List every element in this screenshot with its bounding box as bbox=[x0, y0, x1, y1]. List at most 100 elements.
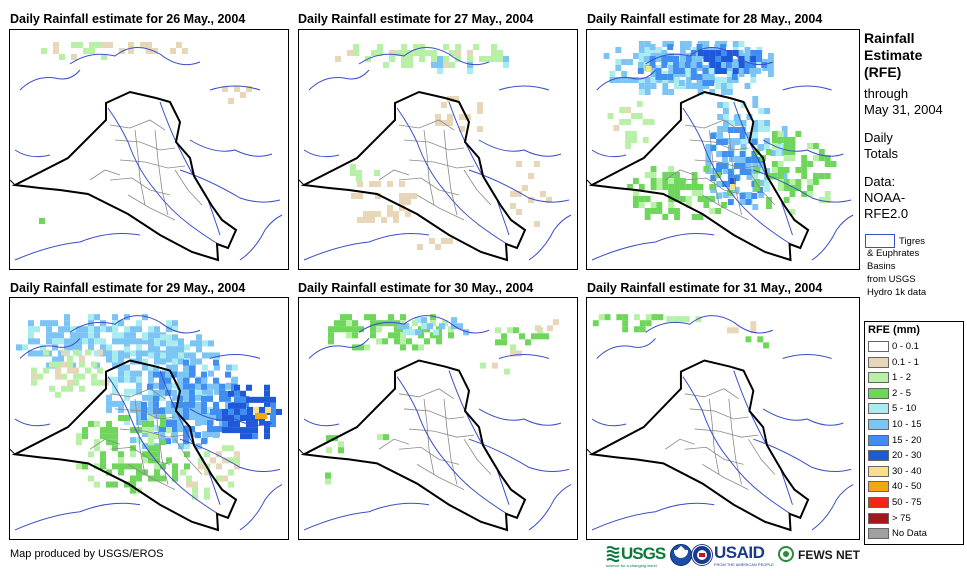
country-border bbox=[11, 90, 238, 262]
map-svg-26 bbox=[10, 42, 283, 262]
basin-rivers bbox=[591, 47, 854, 261]
basin-line-4: from USGS bbox=[867, 274, 916, 285]
panel-title-26: Daily Rainfall estimate for 26 May., 200… bbox=[10, 12, 246, 26]
map-panel-29 bbox=[9, 297, 289, 540]
rfe-legend: RFE (mm) 0 - 0.1 0.1 - 1 1 - 2 2 - 5 5 - 10 1… bbox=[864, 321, 964, 545]
panel-title-27: Daily Rainfall estimate for 27 May., 200… bbox=[298, 12, 534, 26]
fewsnet-globe-icon bbox=[778, 546, 794, 562]
map-panel-31 bbox=[586, 297, 860, 540]
side-data-line-2: NOAA- bbox=[864, 190, 906, 205]
map-svg-29 bbox=[10, 314, 283, 532]
neighbor-border bbox=[587, 179, 593, 186]
side-through-line-1: through bbox=[864, 86, 909, 101]
legend-label: 40 - 50 bbox=[892, 481, 922, 493]
legend-item: 1 - 2 bbox=[868, 372, 911, 383]
side-totals: Daily Totals bbox=[864, 130, 898, 162]
map-panel-28 bbox=[586, 29, 860, 270]
legend-swatch bbox=[868, 372, 889, 384]
legend-label: 1 - 2 bbox=[892, 372, 912, 384]
neighbor-border bbox=[299, 448, 305, 455]
legend-item: 0 - 0.1 bbox=[868, 341, 919, 352]
side-through-line-2: May 31, 2004 bbox=[864, 102, 943, 117]
legend-label: 10 - 15 bbox=[892, 419, 922, 431]
basin-rivers bbox=[303, 47, 572, 261]
legend-title: RFE (mm) bbox=[868, 324, 920, 336]
usaid-tagline: FROM THE AMERICAN PEOPLE bbox=[714, 562, 774, 567]
basin-rivers bbox=[303, 315, 572, 531]
legend-label: 20 - 30 bbox=[892, 450, 922, 462]
province-lines bbox=[378, 388, 492, 490]
legend-label: 15 - 20 bbox=[892, 434, 922, 446]
legend-item: 50 - 75 bbox=[868, 497, 922, 508]
country-border bbox=[300, 90, 527, 262]
legend-item: 5 - 10 bbox=[868, 403, 916, 414]
usgs-wave-icon bbox=[606, 546, 620, 562]
legend-swatch bbox=[868, 387, 889, 399]
rainfall-cells bbox=[335, 44, 552, 250]
legend-item: 30 - 40 bbox=[868, 465, 922, 477]
side-data-line-1: Data: bbox=[864, 174, 896, 189]
map-svg-27 bbox=[299, 44, 572, 262]
legend-item: > 75 bbox=[868, 512, 911, 524]
rainfall-cells bbox=[16, 314, 282, 500]
noaa-logo-icon bbox=[670, 544, 692, 566]
side-totals-line-2: Totals bbox=[864, 146, 898, 161]
map-svg-31 bbox=[587, 314, 854, 532]
legend-swatch bbox=[868, 434, 889, 446]
basin-line-5: Hydro 1k data bbox=[867, 287, 927, 298]
map-svg-28 bbox=[587, 41, 854, 262]
province-lines bbox=[89, 119, 203, 221]
neighbor-border bbox=[10, 448, 16, 455]
province-lines bbox=[665, 388, 776, 490]
legend-label: 0 - 0.1 bbox=[892, 341, 919, 353]
legend-swatch bbox=[868, 450, 889, 462]
legend-item: 15 - 20 bbox=[868, 434, 922, 446]
side-totals-line-1: Daily bbox=[864, 130, 893, 145]
map-panel-30 bbox=[298, 297, 578, 540]
neighbor-border bbox=[587, 448, 593, 455]
legend-item: 20 - 30 bbox=[868, 450, 922, 461]
rainfall-cells bbox=[603, 41, 837, 220]
panel-title-30: Daily Rainfall estimate for 30 May., 200… bbox=[298, 281, 534, 295]
map-panel-26 bbox=[9, 29, 289, 270]
basin-swatch bbox=[865, 234, 895, 248]
usaid-seal-icon bbox=[692, 545, 712, 565]
side-data-line-3: RFE2.0 bbox=[864, 206, 909, 221]
legend-label: 30 - 40 bbox=[892, 465, 922, 477]
usgs-tagline: science for a changing world bbox=[606, 563, 657, 568]
rainfall-cells bbox=[592, 314, 769, 349]
legend-swatch bbox=[868, 465, 889, 477]
usaid-logo: USAID FROM THE AMERICAN PEOPLE bbox=[692, 543, 774, 568]
neighbor-border bbox=[10, 179, 16, 186]
country-border bbox=[11, 359, 238, 532]
basin-line-2: & Euphrates bbox=[867, 248, 920, 259]
legend-item: 10 - 15 bbox=[868, 419, 922, 430]
legend-swatch bbox=[868, 512, 889, 524]
side-through: through May 31, 2004 bbox=[864, 86, 943, 118]
legend-label: > 75 bbox=[892, 512, 911, 524]
legend-label: 5 - 10 bbox=[892, 403, 917, 415]
legend-label: 0.1 - 1 bbox=[892, 356, 919, 368]
legend-item: 2 - 5 bbox=[868, 387, 912, 399]
basin-line-3: Basins bbox=[867, 261, 896, 272]
legend-item: 0.1 - 1 bbox=[868, 356, 919, 368]
basin-rivers bbox=[591, 315, 854, 531]
map-credit: Map produced by USGS/EROS bbox=[10, 548, 164, 560]
country-border bbox=[588, 359, 810, 532]
panel-title-29: Daily Rainfall estimate for 29 May., 200… bbox=[10, 281, 246, 295]
country-border bbox=[588, 90, 810, 262]
map-svg-30 bbox=[299, 314, 572, 532]
legend-label: 2 - 5 bbox=[892, 387, 912, 399]
usaid-logo-text: USAID bbox=[714, 543, 765, 562]
legend-label: No Data bbox=[892, 528, 927, 540]
fewsnet-logo: FEWS NET bbox=[778, 545, 868, 567]
legend-swatch bbox=[868, 497, 889, 508]
side-title-line-3: (RFE) bbox=[864, 64, 902, 80]
side-title-line-1: Rainfall bbox=[864, 30, 915, 46]
legend-item: 40 - 50 bbox=[868, 481, 922, 492]
legend-swatch bbox=[868, 341, 889, 352]
rainfall-cells bbox=[325, 314, 559, 485]
side-data-source: Data: NOAA- RFE2.0 bbox=[864, 174, 908, 222]
rainfall-cells bbox=[39, 42, 252, 224]
legend-swatch bbox=[868, 528, 889, 540]
